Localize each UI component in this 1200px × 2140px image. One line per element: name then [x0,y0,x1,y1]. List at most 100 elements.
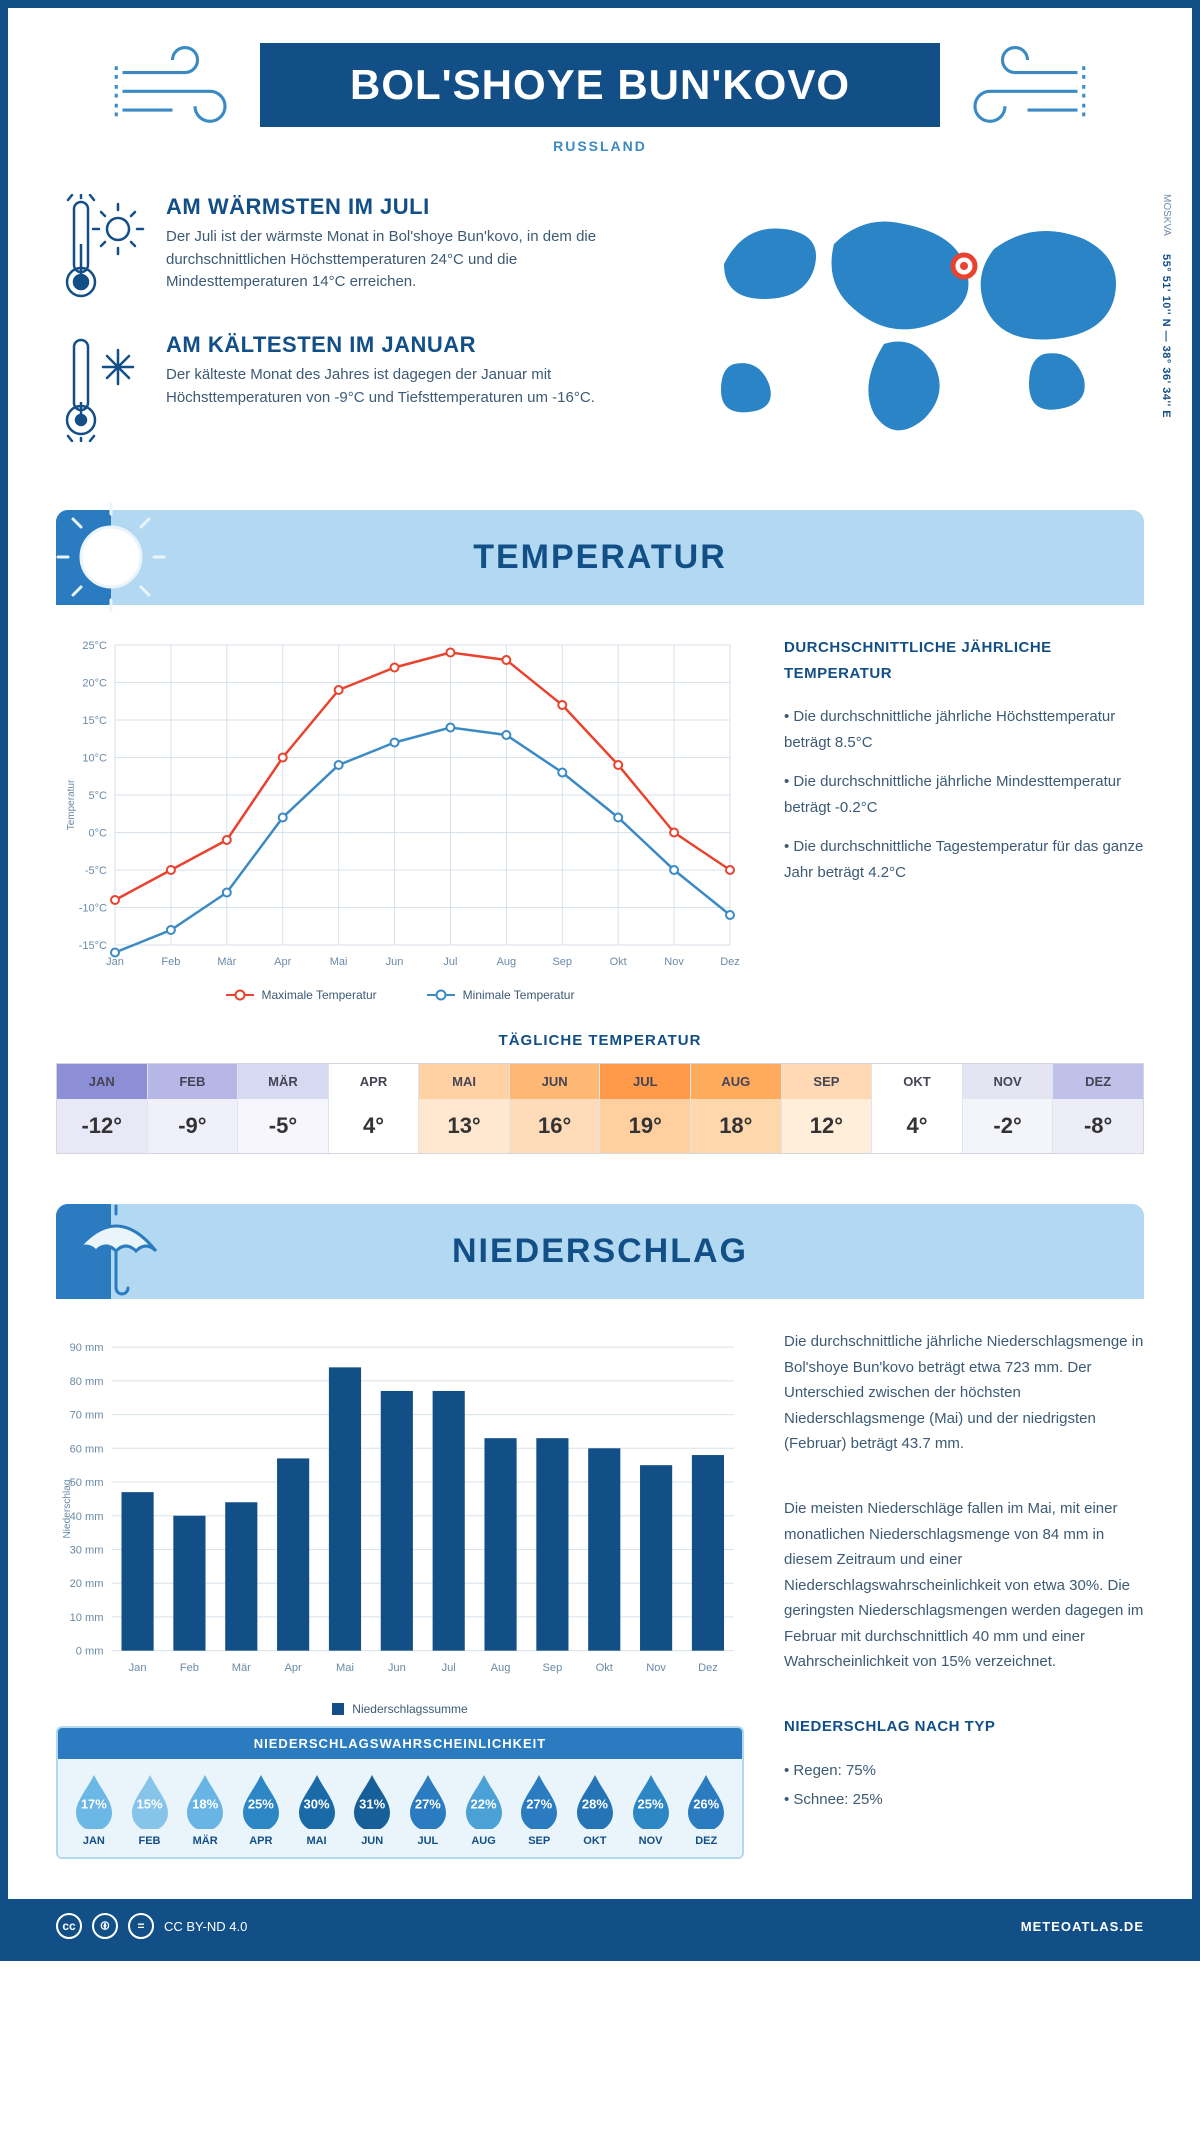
svg-text:20 mm: 20 mm [70,1578,104,1590]
site-name: METEOATLAS.DE [1021,1919,1144,1934]
svg-text:50 mm: 50 mm [70,1477,104,1489]
daily-temp-title: TÄGLICHE TEMPERATUR [56,1032,1144,1049]
svg-text:Jan: Jan [129,1662,147,1674]
svg-text:Aug: Aug [497,956,517,968]
fact-warm-title: AM WÄRMSTEN IM JULI [166,194,644,220]
svg-text:5°C: 5°C [89,790,108,802]
svg-text:Jun: Jun [386,956,404,968]
temperature-line-chart: -15°C-10°C-5°C0°C5°C10°C15°C20°C25°CJanF… [56,635,744,975]
temp-bullet: • Die durchschnittliche jährliche Höchst… [784,704,1144,755]
svg-text:Dez: Dez [720,956,740,968]
fact-cold-title: AM KÄLTESTEN IM JANUAR [166,332,644,358]
fact-warmest: AM WÄRMSTEN IM JULI Der Juli ist der wär… [56,194,644,304]
nd-icon: = [128,1913,154,1939]
umbrella-icon [56,1196,176,1306]
svg-text:90 mm: 90 mm [70,1342,104,1354]
section-banner-temp: TEMPERATUR [56,510,1144,605]
precip-row: 0 mm10 mm20 mm30 mm40 mm50 mm60 mm70 mm8… [56,1329,1144,1859]
precip-para: Die meisten Niederschläge fallen im Mai,… [784,1496,1144,1675]
svg-text:60 mm: 60 mm [70,1443,104,1455]
fact-coldest: AM KÄLTESTEN IM JANUAR Der kälteste Mona… [56,332,644,442]
fact-cold-text: Der kälteste Monat des Jahres ist dagege… [166,364,644,409]
svg-text:-5°C: -5°C [85,865,107,877]
page-title: BOL'SHOYE BUN'KOVO [330,61,870,109]
drop-cell: 17%JAN [66,1773,122,1847]
drop-cell: 28%OKT [567,1773,623,1847]
drop-cell: 26%DEZ [678,1773,734,1847]
svg-text:Apr: Apr [274,956,291,968]
svg-text:30 mm: 30 mm [70,1545,104,1557]
svg-text:Nov: Nov [664,956,684,968]
svg-text:Aug: Aug [491,1662,511,1674]
month-cell: JAN-12° [57,1064,148,1153]
svg-text:15°C: 15°C [82,715,107,727]
svg-text:Dez: Dez [698,1662,718,1674]
precip-type-bullet: • Schnee: 25% [784,1787,1144,1813]
svg-text:25°C: 25°C [82,640,107,652]
svg-text:0 mm: 0 mm [76,1646,104,1658]
drop-cell: 27%JUL [400,1773,456,1847]
temp-bullet: • Die durchschnittliche Tagestemperatur … [784,834,1144,885]
svg-text:Sep: Sep [543,1662,563,1674]
drop-cell: 27%SEP [511,1773,567,1847]
cc-icon: cc [56,1913,82,1939]
coords-label: 55° 51' 10'' N — 38° 36' 34'' E [1160,254,1172,418]
precip-side-text: Die durchschnittliche jährliche Niedersc… [784,1329,1144,1859]
drop-cell: 30%MAI [289,1773,345,1847]
license-text: CC BY-ND 4.0 [164,1919,247,1934]
svg-text:Nov: Nov [646,1662,666,1674]
month-cell: NOV-2° [963,1064,1054,1153]
precip-legend: Niederschlagssumme [56,1702,744,1716]
temp-bullet: • Die durchschnittliche jährliche Mindes… [784,769,1144,820]
svg-text:Feb: Feb [161,956,180,968]
svg-text:20°C: 20°C [82,678,107,690]
drop-cell: 31%JUN [344,1773,400,1847]
svg-text:Feb: Feb [180,1662,199,1674]
svg-text:Jul: Jul [442,1662,456,1674]
svg-text:Mär: Mär [217,956,236,968]
month-cell: SEP12° [782,1064,873,1153]
svg-text:Mär: Mär [232,1662,251,1674]
probability-box: NIEDERSCHLAGSWAHRSCHEINLICHKEIT 17%JAN15… [56,1726,744,1859]
svg-text:Apr: Apr [284,1662,302,1674]
temp-legend: Maximale Temperatur Minimale Temperatur [56,988,744,1002]
month-cell: DEZ-8° [1053,1064,1143,1153]
drop-cell: 15%FEB [122,1773,178,1847]
fact-warm-text: Der Juli ist der wärmste Monat in Bol'sh… [166,226,644,294]
svg-text:Jul: Jul [443,956,457,968]
svg-text:70 mm: 70 mm [70,1410,104,1422]
thermometer-snow-icon [56,332,146,442]
svg-text:-15°C: -15°C [79,940,107,952]
precip-legend-label: Niederschlagssumme [352,1702,467,1716]
legend-min: Minimale Temperatur [463,988,575,1002]
precipitation-bar-chart: 0 mm10 mm20 mm30 mm40 mm50 mm60 mm70 mm8… [56,1329,744,1689]
probability-title: NIEDERSCHLAGSWAHRSCHEINLICHKEIT [58,1728,742,1759]
month-cell: JUL19° [600,1064,691,1153]
month-cell: APR4° [329,1064,420,1153]
svg-text:80 mm: 80 mm [70,1376,104,1388]
svg-text:Okt: Okt [610,956,627,968]
header-row: BOL'SHOYE BUN'KOVO [56,40,1144,130]
facts-row: AM WÄRMSTEN IM JULI Der Juli ist der wär… [56,194,1144,470]
daily-temp-table: JAN-12°FEB-9°MÄR-5°APR4°MAI13°JUN16°JUL1… [56,1063,1144,1154]
footer: cc 🅯 = CC BY-ND 4.0 METEOATLAS.DE [8,1899,1192,1953]
world-map: MOSKVA 55° 51' 10'' N — 38° 36' 34'' E [684,194,1144,470]
section-title-temp: TEMPERATUR [76,538,1124,577]
drop-cell: 18%MÄR [177,1773,233,1847]
svg-text:Temperatur: Temperatur [66,779,77,830]
svg-text:Jun: Jun [388,1662,406,1674]
svg-text:10°C: 10°C [82,753,107,765]
temp-side-title: DURCHSCHNITTLICHE JÄHRLICHE TEMPERATUR [784,635,1144,686]
legend-max: Maximale Temperatur [262,988,377,1002]
temp-chart-row: -15°C-10°C-5°C0°C5°C10°C15°C20°C25°CJanF… [56,635,1144,1002]
svg-text:Okt: Okt [596,1662,613,1674]
svg-text:Niederschlag: Niederschlag [62,1479,73,1538]
subtitle: RUSSLAND [56,138,1144,154]
sun-icon [56,502,176,612]
svg-text:Jan: Jan [106,956,124,968]
svg-text:10 mm: 10 mm [70,1612,104,1624]
precip-type-bullet: • Regen: 75% [784,1758,1144,1784]
drop-cell: 25%APR [233,1773,289,1847]
month-cell: FEB-9° [148,1064,239,1153]
month-cell: AUG18° [691,1064,782,1153]
